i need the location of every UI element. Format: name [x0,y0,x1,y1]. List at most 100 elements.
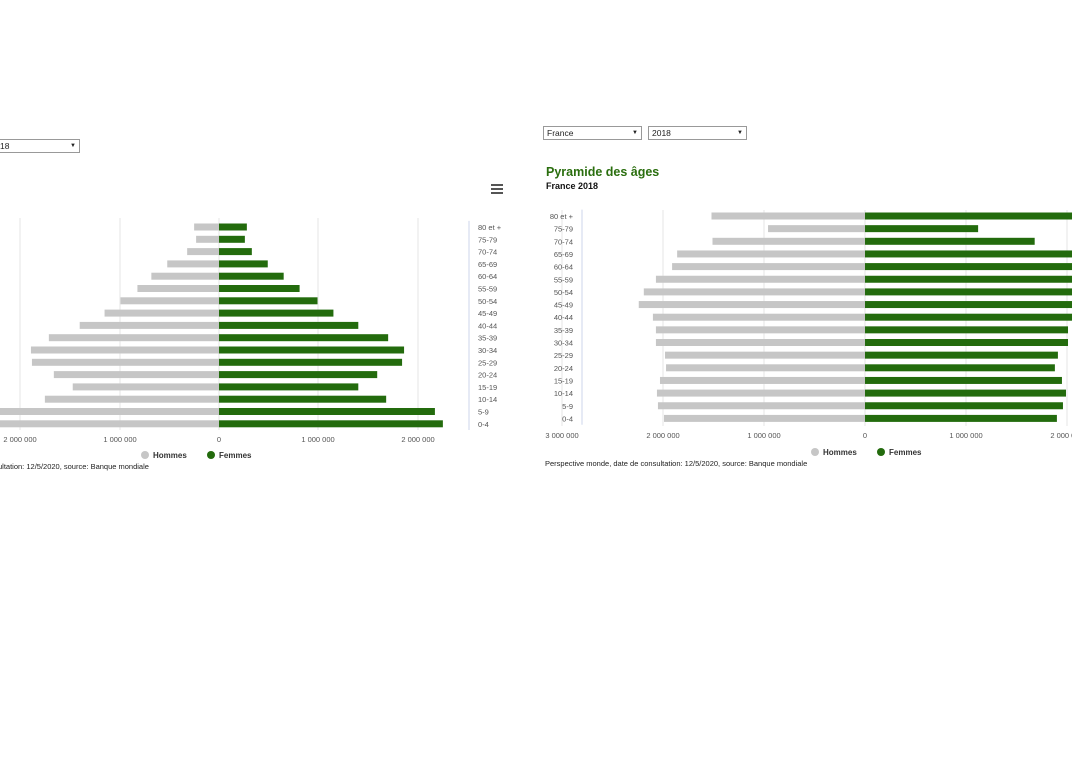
bar-femmes [865,389,1066,397]
bar-hommes [167,260,219,268]
category-label: 0-4 [478,420,489,429]
category-label: 55-59 [554,275,573,284]
x-tick-label: 3 000 000 [545,431,578,440]
bar-hommes [677,250,865,258]
category-label: 60-64 [478,272,497,281]
bar-femmes [865,326,1069,334]
year-select-left-value: 18 [0,141,10,151]
bar-hommes [672,263,865,271]
bar-femmes [865,339,1069,346]
bar-hommes [31,358,219,366]
category-label: 10-14 [478,395,497,404]
category-label: 10-14 [554,389,573,398]
bar-hommes [643,288,865,296]
bar-femmes [219,383,359,391]
bar-hommes [638,301,865,309]
bar-femmes [219,395,387,403]
bar-hommes [712,237,865,245]
bar-hommes [664,414,865,422]
x-tick-label: 2 000 000 [401,435,434,444]
category-label: 65-69 [478,260,497,269]
bar-hommes [72,383,219,391]
category-label: 35-39 [478,334,497,343]
category-label: 60-64 [554,263,573,272]
bar-hommes [30,346,219,354]
bar-femmes [219,371,378,379]
bar-femmes [865,402,1063,410]
population-pyramid-left: 2 000 000 1 000 000 0 1 000 000 2 000 000 80 … [0,218,502,460]
x-tick-label: 2 000 000 [646,431,679,440]
bar-femmes [865,225,979,233]
bar-hommes [711,212,865,220]
legend-femmes-label: Femmes [889,448,922,457]
credits-right: Perspective monde, date de consultation:… [545,459,808,468]
bar-femmes [219,297,318,305]
category-label: 80 et + [550,212,574,221]
year-select-right-value: 2018 [652,128,671,138]
right-chart-panel: France ▼ 2018 ▼ Pyramide des âges France… [520,0,1072,772]
chevron-down-icon: ▼ [737,130,743,136]
legend-hommes-label: Hommes [153,451,187,460]
bar-hommes [655,339,865,346]
country-select[interactable]: France ▼ [543,126,642,140]
credits-left: ultation: 12/5/2020, source: Banque mond… [0,462,149,471]
category-label: 45-49 [478,309,497,318]
bar-hommes [768,225,865,233]
left-chart-panel: 18 ▼ 2 000 000 1 000 000 0 1 000 000 2 000 0… [0,0,520,772]
bar-hommes [656,389,865,397]
category-label: 30-34 [478,346,497,355]
bar-femmes [865,237,1035,245]
bar-hommes [194,223,219,231]
bar-hommes [665,351,865,359]
bar-femmes [219,309,334,317]
bar-femmes [865,351,1058,359]
year-select-left[interactable]: 18 ▼ [0,139,80,153]
legend-hommes-label: Hommes [823,448,857,457]
hamburger-menu-icon[interactable] [491,184,503,196]
category-label: 80 et + [478,223,502,232]
bar-hommes [151,272,219,280]
bar-hommes [652,313,865,321]
bar-femmes [865,414,1057,422]
bar-hommes [196,235,219,243]
category-label: 20-24 [478,371,497,380]
legend-hommes-icon [141,451,149,459]
bar-femmes [219,285,300,292]
bar-femmes [219,223,247,231]
legend-femmes-icon [207,451,215,459]
country-select-value: France [547,128,574,138]
bar-hommes [44,395,219,403]
bar-femmes [865,212,1072,220]
bar-hommes [120,297,219,305]
legend-hommes-icon [811,448,819,456]
bar-femmes [865,364,1055,372]
category-label: 65-69 [554,250,573,259]
bar-hommes [0,420,220,428]
bar-hommes [655,275,865,283]
chart-title: Pyramide des âges [546,165,660,179]
bar-hommes [187,248,219,256]
category-label: 40-44 [554,313,573,322]
bar-femmes [219,346,405,354]
population-pyramid-right: 3 000 000 2 000 000 1 000 000 0 1 000 000 2 0… [545,209,1072,457]
bar-femmes [219,420,443,428]
category-label: 25-29 [554,351,573,360]
bar-hommes [104,309,219,317]
bar-femmes [219,272,284,280]
bar-hommes [659,376,865,384]
x-tick-label: 1 000 000 [301,435,334,444]
category-label: 40-44 [478,321,497,330]
year-select-right[interactable]: 2018 ▼ [648,126,747,140]
bar-femmes [865,301,1072,309]
bar-hommes [53,371,219,379]
x-tick-label: 1 000 000 [949,431,982,440]
legend-femmes-label: Femmes [219,451,252,460]
bar-femmes [219,260,268,268]
bar-femmes [219,408,435,415]
bar-femmes [219,321,359,329]
category-label: 35-39 [554,326,573,335]
legend-femmes-icon [877,448,885,456]
category-label: 55-59 [478,285,497,294]
x-tick-label: 2 000 000 [3,435,36,444]
bar-hommes [48,334,220,342]
